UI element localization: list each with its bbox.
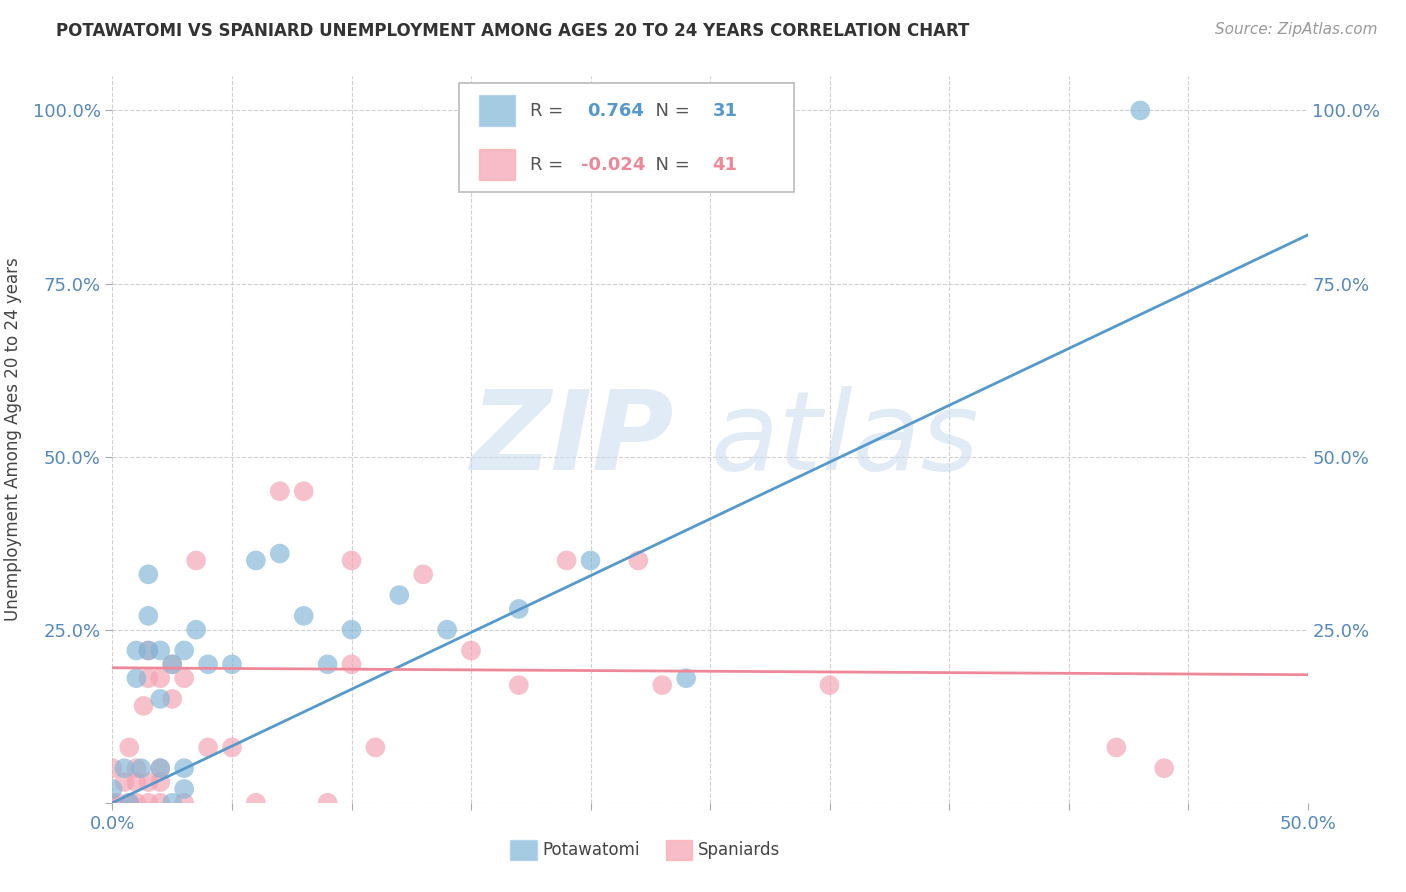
Point xyxy=(340,553,363,567)
Text: R =: R = xyxy=(530,155,568,174)
Point xyxy=(818,678,841,692)
Point xyxy=(138,643,160,657)
Point xyxy=(186,553,208,567)
Point xyxy=(245,796,267,810)
Point xyxy=(138,671,160,685)
Y-axis label: Unemployment Among Ages 20 to 24 years: Unemployment Among Ages 20 to 24 years xyxy=(4,258,21,621)
Point xyxy=(269,484,291,499)
Point xyxy=(460,643,482,657)
Point xyxy=(149,775,172,789)
Point xyxy=(186,623,208,637)
Point xyxy=(269,547,291,561)
FancyBboxPatch shape xyxy=(666,840,692,860)
Point xyxy=(412,567,434,582)
Text: 0.764: 0.764 xyxy=(586,102,644,120)
Point xyxy=(101,796,124,810)
Point xyxy=(316,796,339,810)
Text: atlas: atlas xyxy=(710,386,979,492)
Text: Source: ZipAtlas.com: Source: ZipAtlas.com xyxy=(1215,22,1378,37)
Point xyxy=(162,657,183,672)
Point xyxy=(149,643,172,657)
Point xyxy=(173,781,195,796)
FancyBboxPatch shape xyxy=(458,83,794,192)
Point xyxy=(1129,103,1152,118)
Point xyxy=(118,740,141,755)
Text: ZIP: ZIP xyxy=(471,386,675,492)
Text: POTAWATOMI VS SPANIARD UNEMPLOYMENT AMONG AGES 20 TO 24 YEARS CORRELATION CHART: POTAWATOMI VS SPANIARD UNEMPLOYMENT AMON… xyxy=(56,22,970,40)
Point xyxy=(132,698,155,713)
Point xyxy=(508,678,530,692)
Point xyxy=(125,796,148,810)
Point xyxy=(149,761,172,775)
Point xyxy=(149,761,172,775)
Point xyxy=(105,796,128,810)
Point xyxy=(555,553,578,567)
Point xyxy=(129,761,152,775)
FancyBboxPatch shape xyxy=(479,95,515,126)
Point xyxy=(197,657,219,672)
FancyBboxPatch shape xyxy=(510,840,537,860)
Point xyxy=(173,643,195,657)
Point xyxy=(138,567,160,582)
Point xyxy=(173,671,195,685)
Point xyxy=(579,553,602,567)
Text: 41: 41 xyxy=(713,155,737,174)
Point xyxy=(114,775,135,789)
Point xyxy=(125,761,148,775)
Point xyxy=(125,775,148,789)
Point xyxy=(118,796,141,810)
Point xyxy=(125,643,148,657)
Point xyxy=(340,623,363,637)
Point xyxy=(292,484,315,499)
Text: 31: 31 xyxy=(713,102,737,120)
Text: Spaniards: Spaniards xyxy=(699,841,780,859)
Point xyxy=(138,643,160,657)
Point xyxy=(316,657,339,672)
Point xyxy=(162,796,183,810)
Point xyxy=(138,796,160,810)
Point xyxy=(508,602,530,616)
Text: -0.024: -0.024 xyxy=(581,155,645,174)
Point xyxy=(245,553,267,567)
Point xyxy=(388,588,411,602)
Point xyxy=(221,740,243,755)
Point xyxy=(675,671,697,685)
Point xyxy=(114,761,135,775)
Text: N =: N = xyxy=(644,155,696,174)
Point xyxy=(340,657,363,672)
Point xyxy=(101,781,124,796)
Point xyxy=(292,608,315,623)
Point xyxy=(436,623,458,637)
Point xyxy=(149,796,172,810)
Point xyxy=(118,796,141,810)
Point xyxy=(364,740,387,755)
Point xyxy=(651,678,673,692)
FancyBboxPatch shape xyxy=(479,149,515,180)
Point xyxy=(221,657,243,672)
Text: N =: N = xyxy=(644,102,696,120)
Point xyxy=(1153,761,1175,775)
Point xyxy=(125,671,148,685)
Text: Potawatomi: Potawatomi xyxy=(543,841,640,859)
Point xyxy=(138,608,160,623)
Point xyxy=(162,692,183,706)
Point xyxy=(101,761,124,775)
Text: R =: R = xyxy=(530,102,574,120)
Point xyxy=(627,553,650,567)
Point xyxy=(1105,740,1128,755)
Point xyxy=(162,657,183,672)
Point xyxy=(173,761,195,775)
Point xyxy=(138,775,160,789)
Point xyxy=(173,796,195,810)
Point xyxy=(197,740,219,755)
Point xyxy=(149,671,172,685)
Point xyxy=(149,692,172,706)
